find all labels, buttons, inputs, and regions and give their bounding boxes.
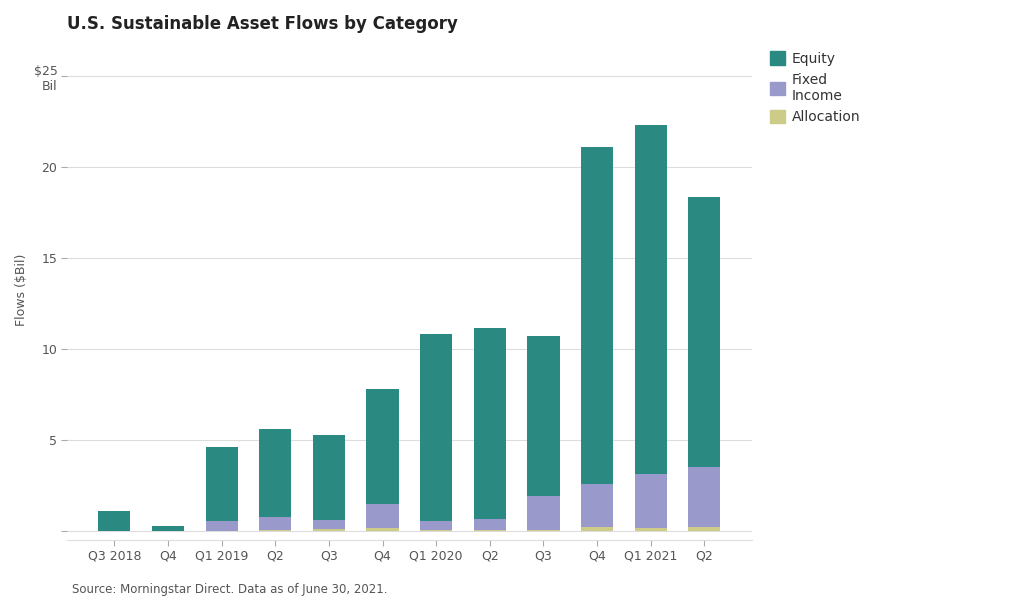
Bar xyxy=(581,527,613,531)
Bar xyxy=(98,511,130,531)
Bar xyxy=(688,196,721,468)
Bar xyxy=(367,529,398,531)
Bar xyxy=(206,447,238,521)
Bar xyxy=(527,336,559,495)
Bar xyxy=(259,429,292,518)
Bar xyxy=(635,474,667,529)
Bar xyxy=(581,484,613,527)
Bar xyxy=(312,529,345,531)
Bar xyxy=(635,125,667,474)
Bar xyxy=(206,521,238,531)
Bar xyxy=(312,520,345,529)
Bar xyxy=(420,521,453,530)
Text: Source: Morningstar Direct. Data as of June 30, 2021.: Source: Morningstar Direct. Data as of J… xyxy=(72,583,387,596)
Bar xyxy=(581,147,613,484)
Legend: Equity, Fixed
Income, Allocation: Equity, Fixed Income, Allocation xyxy=(765,47,864,128)
Bar xyxy=(152,526,184,531)
Bar xyxy=(367,504,398,529)
Bar xyxy=(420,530,453,531)
Bar xyxy=(367,389,398,504)
Bar xyxy=(259,518,292,530)
Bar xyxy=(688,527,721,531)
Bar xyxy=(527,530,559,531)
Bar xyxy=(635,529,667,531)
Bar xyxy=(474,328,506,520)
Text: U.S. Sustainable Asset Flows by Category: U.S. Sustainable Asset Flows by Category xyxy=(68,15,458,33)
Bar xyxy=(527,495,559,530)
Bar xyxy=(474,530,506,531)
Y-axis label: Flows ($Bil): Flows ($Bil) xyxy=(15,254,28,326)
Bar xyxy=(474,520,506,530)
Bar xyxy=(688,468,721,527)
Bar xyxy=(259,530,292,531)
Bar xyxy=(312,435,345,520)
Bar xyxy=(420,334,453,521)
